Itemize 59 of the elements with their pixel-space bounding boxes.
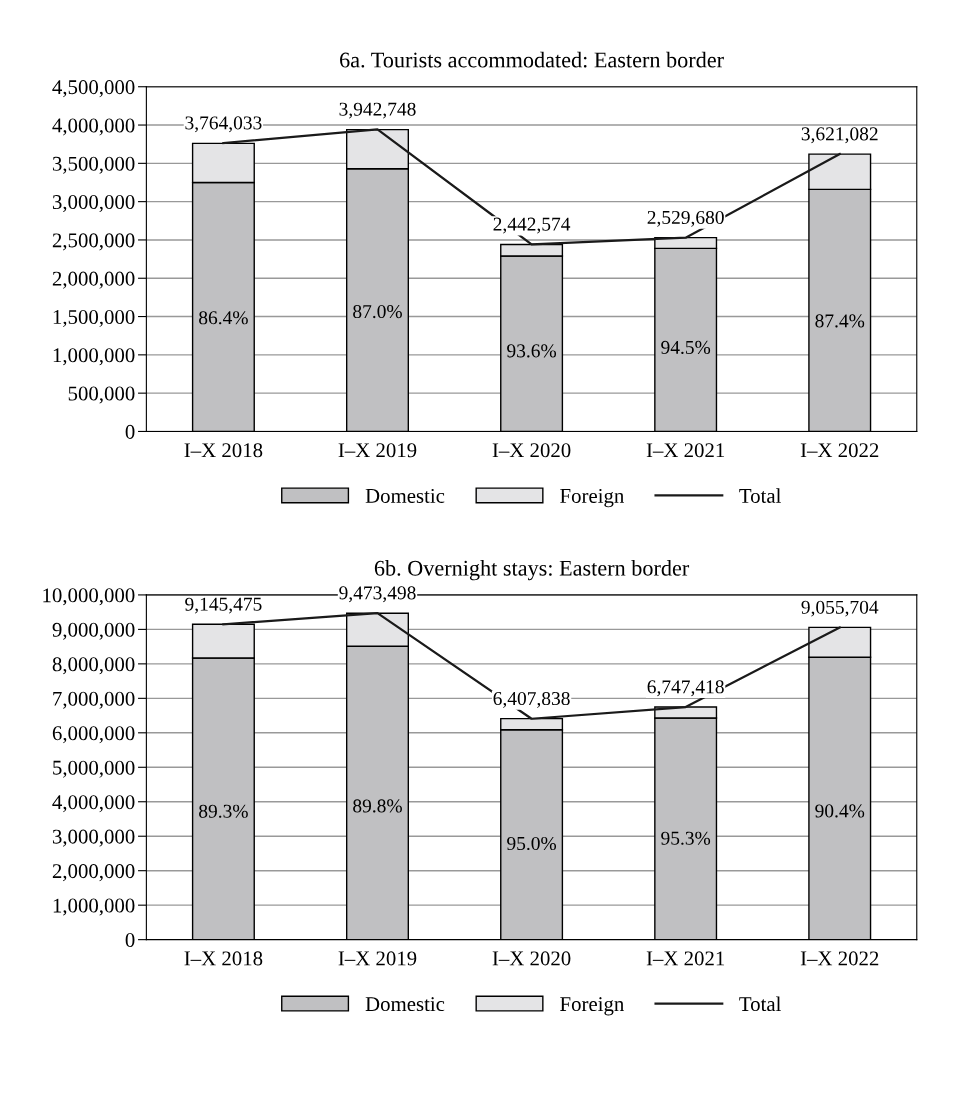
y-tick-label: 8,000,000 <box>52 657 135 675</box>
y-tick-label: 1,000,000 <box>53 898 135 916</box>
data-label: 9,145,475 <box>185 597 262 614</box>
data-label: 9,055,704 <box>801 600 879 617</box>
y-tick-label: 3,000,000 <box>52 195 135 213</box>
y-tick-label: 1,000,000 <box>53 348 135 366</box>
data-label: 6,747,418 <box>647 680 724 697</box>
x-tick-label: I–X 2018 <box>184 951 263 966</box>
y-tick-label: 4,500,000 <box>52 80 135 98</box>
y-tick-label: 4,000,000 <box>52 795 135 813</box>
y-tick-label: 1,500,000 <box>53 309 135 327</box>
x-tick-label: I–X 2019 <box>338 951 417 966</box>
x-tick-label: I–X 2022 <box>800 443 879 458</box>
legend-label: Domestic <box>365 488 445 503</box>
chart-title: 6a. Tourists accommodated: Eastern border <box>340 51 724 68</box>
x-tick-label: I–X 2019 <box>338 443 417 458</box>
annotation: 93.6% <box>507 344 557 358</box>
y-tick-label: 3,500,000 <box>52 156 135 174</box>
y-tick-label: 6,000,000 <box>52 726 135 744</box>
data-label: 9,473,498 <box>339 586 416 603</box>
legend-label: Foreign <box>560 488 624 508</box>
y-tick-label: 5,000,000 <box>53 760 135 778</box>
legend-label: Total <box>739 996 781 1012</box>
annotation: 87.0% <box>353 304 402 319</box>
y-tick-label: 0 <box>125 933 135 948</box>
y-tick-label: 4,000,000 <box>52 118 135 136</box>
y-tick-label: 9,000,000 <box>52 622 135 640</box>
annotation: 90.4% <box>815 804 865 818</box>
data-label: 3,621,082 <box>801 127 878 144</box>
y-tick-label: 3,000,000 <box>52 829 135 847</box>
data-label: 3,764,033 <box>185 116 262 133</box>
legend-label: Foreign <box>560 997 624 1016</box>
y-tick-label: 10,000,000 <box>43 588 135 606</box>
y-tick-label: 500,000 <box>68 386 135 404</box>
x-tick-label: I–X 2018 <box>184 443 263 458</box>
annotation: 89.8% <box>353 799 402 813</box>
x-tick-label: I–X 2022 <box>800 951 879 966</box>
annotation: 87.4% <box>815 314 865 328</box>
x-tick-label: I–X 2021 <box>646 443 725 458</box>
legend-label: Total <box>739 488 781 503</box>
y-tick-label: 2,000,000 <box>52 271 135 289</box>
y-tick-label: 0 <box>125 424 135 439</box>
data-label: 6,407,838 <box>493 691 570 708</box>
legend-label: Domestic <box>365 997 445 1012</box>
y-tick-label: 7,000,000 <box>53 691 135 709</box>
chart-title: 6b. Overnight stays: Eastern border <box>374 560 690 581</box>
data-label: 3,942,748 <box>339 102 416 119</box>
annotation: 94.5% <box>661 340 711 355</box>
y-tick-label: 2,500,000 <box>52 233 135 251</box>
data-label: 2,529,680 <box>647 210 724 227</box>
data-label: 2,442,574 <box>493 217 571 234</box>
annotation: 95.0% <box>507 836 557 851</box>
annotation: 86.4% <box>199 311 248 325</box>
x-tick-label: I–X 2021 <box>646 951 725 966</box>
y-tick-label: 2,000,000 <box>52 864 135 882</box>
annotation: 89.3% <box>199 804 248 818</box>
x-tick-label: I–X 2020 <box>492 443 571 458</box>
annotation: 95.3% <box>661 831 711 845</box>
x-tick-label: I–X 2020 <box>492 951 571 966</box>
